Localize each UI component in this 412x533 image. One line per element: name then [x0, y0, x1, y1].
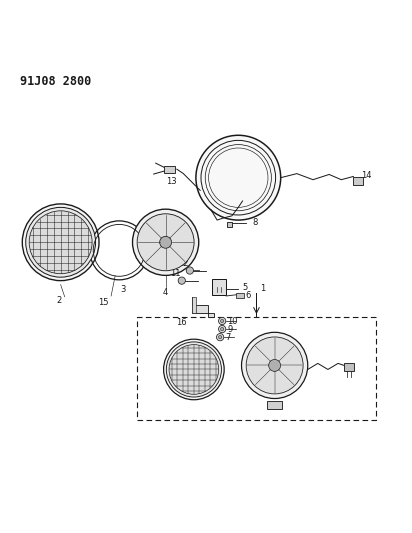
Circle shape: [216, 334, 224, 341]
Text: —: —: [192, 266, 200, 275]
Circle shape: [133, 209, 199, 276]
Polygon shape: [192, 297, 214, 317]
Circle shape: [164, 339, 224, 400]
Text: 3: 3: [121, 285, 126, 294]
Text: 6: 6: [245, 292, 250, 301]
Circle shape: [196, 135, 281, 220]
Circle shape: [218, 336, 222, 339]
Text: 91J08 2800: 91J08 2800: [20, 75, 91, 88]
Circle shape: [178, 277, 185, 284]
Circle shape: [166, 342, 221, 397]
Text: 11: 11: [171, 269, 181, 278]
Circle shape: [169, 345, 219, 394]
Bar: [236, 293, 243, 297]
Text: 13: 13: [166, 177, 177, 186]
Bar: [137, 317, 376, 420]
Circle shape: [160, 236, 171, 248]
Circle shape: [22, 204, 99, 281]
Bar: [164, 166, 175, 173]
Circle shape: [269, 359, 281, 372]
Text: 16: 16: [176, 318, 187, 327]
Circle shape: [26, 207, 96, 277]
Circle shape: [218, 326, 226, 333]
Text: 9: 9: [227, 325, 233, 334]
Circle shape: [137, 214, 194, 271]
Circle shape: [218, 317, 226, 325]
Circle shape: [220, 327, 224, 330]
Circle shape: [186, 267, 194, 274]
Text: 10: 10: [227, 317, 238, 326]
Circle shape: [246, 337, 303, 394]
Text: 8: 8: [252, 218, 258, 227]
Bar: [353, 177, 363, 185]
Text: 2: 2: [56, 296, 61, 305]
Text: 14: 14: [361, 171, 372, 180]
Text: 7: 7: [225, 333, 231, 342]
Text: 15: 15: [98, 297, 108, 306]
Circle shape: [29, 211, 92, 274]
Bar: [267, 400, 282, 409]
Text: 4: 4: [163, 288, 168, 297]
Polygon shape: [192, 297, 196, 313]
Bar: [212, 279, 226, 295]
Text: 1: 1: [260, 284, 266, 293]
Text: 5: 5: [242, 284, 248, 293]
Circle shape: [220, 319, 224, 322]
Circle shape: [241, 332, 308, 399]
Bar: [344, 364, 354, 372]
Bar: [227, 222, 232, 227]
Text: 12: 12: [178, 259, 189, 268]
